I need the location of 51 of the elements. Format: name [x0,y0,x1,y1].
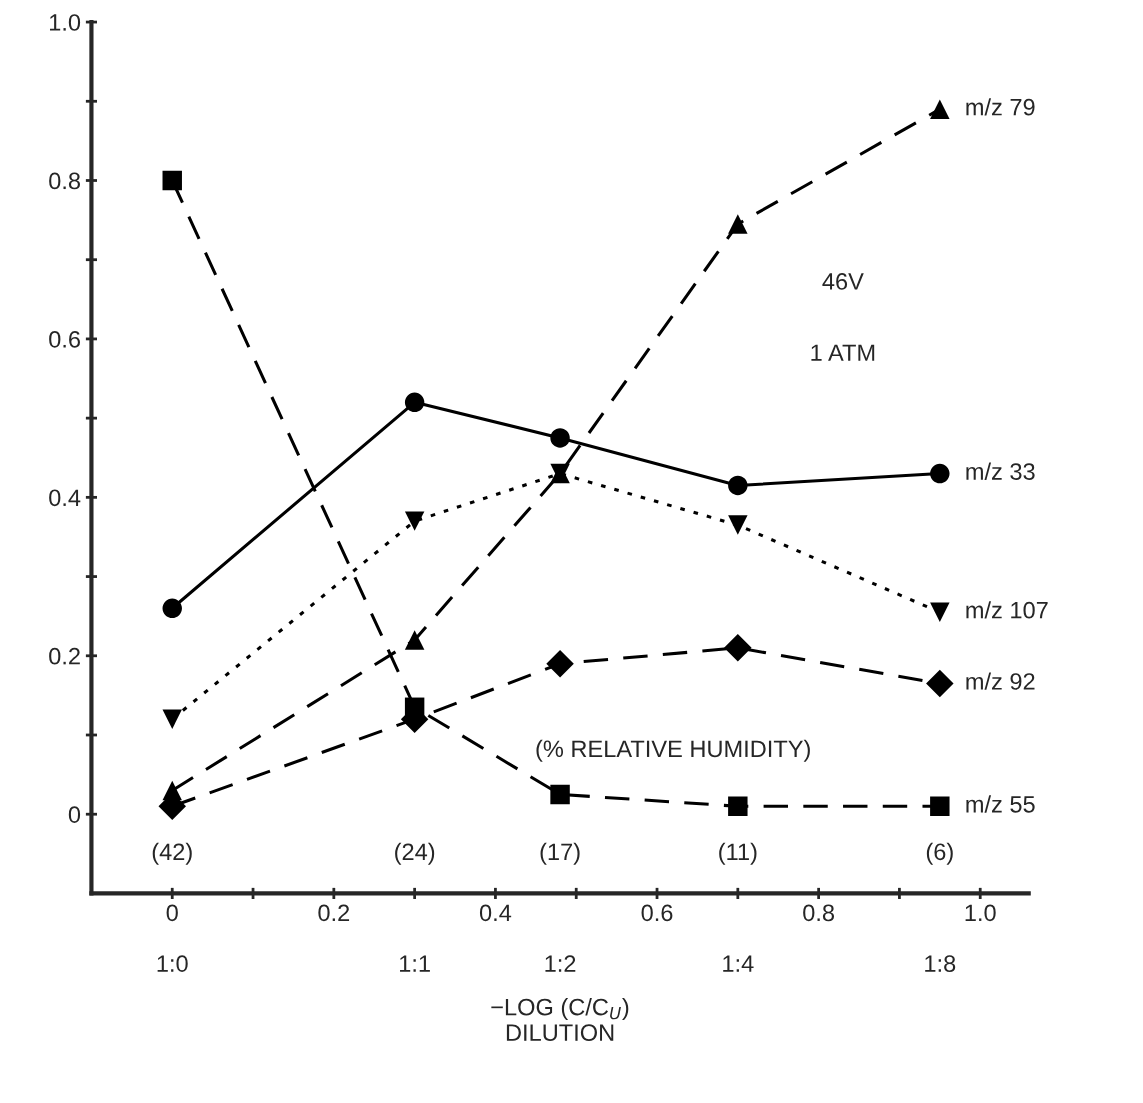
y-tick-label: 0.2 [49,647,80,665]
point [728,475,748,496]
point [162,170,182,191]
x-tick-label: 0.4 [479,904,512,922]
series-label: m/z 33 [966,462,1035,480]
point [724,634,752,662]
point [930,602,950,622]
y-tick-label: 1.0 [50,14,81,31]
point [930,796,950,817]
annotation: (% RELATIVE HUMIDITY) [536,739,810,762]
y-tick-label: 0.6 [49,330,80,348]
text: 1:1 [400,955,430,972]
annotation: (17) [540,842,580,865]
point [728,214,748,234]
annotation: (24) [395,842,435,865]
point [162,598,182,618]
x-tick-label: 0.2 [318,904,350,922]
point [404,511,425,531]
annotation: 1 ATM [811,344,875,361]
y-tick-label: 0.8 [49,172,80,190]
point [728,796,748,817]
point [926,669,954,698]
point [404,392,425,413]
series-label: m/z 107 [966,601,1048,619]
x-tick-label: 1.0 [965,904,996,922]
point [930,463,950,484]
y-tick-label: 0 [68,806,81,823]
x-tick-label: 0.6 [641,904,673,922]
annotation: (6) [926,842,953,865]
annotation: (42) [152,842,192,865]
point [550,784,570,805]
x-axis-title: −LOG (C/C$_{U}$) DILUTION [491,998,629,1042]
annotation: 46V [822,273,864,290]
point [546,649,574,678]
x-tick-label: 0 [166,904,178,922]
point [728,515,748,535]
series-label: m/z 55 [966,795,1035,813]
point [162,709,182,729]
y-tick-label: 0.4 [49,489,81,507]
text: 1:4 [723,955,754,972]
text: 1:0 [157,955,188,972]
text: 1:8 [925,955,956,972]
annotation: (11) [719,842,757,865]
point [404,630,425,650]
text: 1:2 [545,955,576,972]
series-label: m/z 79 [966,98,1035,116]
series-label: m/z 92 [966,672,1035,690]
x-tick-label: 0.8 [803,904,835,922]
point [930,99,950,119]
point [404,697,425,717]
point [550,428,570,448]
